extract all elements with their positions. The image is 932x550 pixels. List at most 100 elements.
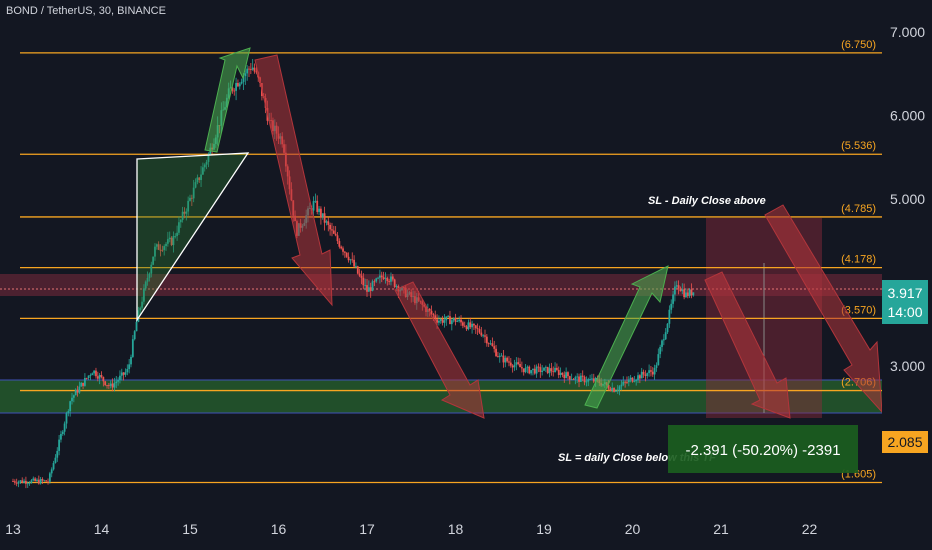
candle-body (438, 320, 440, 323)
candle-body (366, 285, 368, 292)
candle-body (192, 187, 195, 199)
candle-body (25, 480, 27, 484)
candle-body (585, 381, 588, 383)
time-tick-label: 18 (448, 521, 464, 537)
candle-body (115, 381, 118, 384)
candle-body (581, 375, 584, 377)
time-axis[interactable]: 13 14 15 16 17 18 19 20 21 22 (0, 515, 932, 550)
price-axis[interactable]: 7.000 6.000 5.000 3.000 (882, 0, 932, 515)
candle-body (528, 366, 531, 374)
candle-body (72, 395, 75, 398)
candle-body (85, 377, 88, 379)
candle-body (244, 73, 247, 77)
candle-body (377, 277, 379, 279)
fib-retracement[interactable]: (6.750)(5.536)(4.785)(4.178)(3.570)(2.70… (20, 39, 882, 484)
annotation-sl-above: SL - Daily Close above (648, 195, 766, 207)
candle-body (47, 481, 49, 483)
candle-body (325, 221, 328, 223)
candle-body (541, 370, 544, 373)
candle-body (231, 87, 234, 91)
candle-body (251, 67, 254, 70)
candle-body (321, 213, 324, 218)
candle-body (17, 481, 20, 484)
candle-body (190, 197, 193, 199)
measurement-box[interactable]: -2.391 (-50.20%) -2391 (668, 425, 858, 473)
candle-body (207, 154, 210, 162)
candle-body (98, 375, 101, 379)
candle-body (120, 372, 123, 376)
candle-body (493, 346, 496, 349)
fib-level-label: (6.750) (841, 39, 876, 51)
candle-body (461, 322, 464, 326)
candle-body (677, 285, 680, 289)
candle-body (615, 390, 617, 392)
candle-body (520, 367, 523, 369)
candle-body (511, 365, 514, 368)
candle-body (54, 457, 57, 464)
candle-body (141, 301, 143, 308)
candle-body (449, 316, 451, 325)
candle-body (334, 233, 337, 236)
candle-body (473, 323, 475, 326)
candle-body (686, 292, 689, 297)
candle-body (312, 201, 315, 211)
candle-body (137, 310, 140, 322)
candle-body (235, 82, 237, 91)
candle-body (574, 377, 577, 380)
candle-body (432, 314, 435, 316)
candle-body (345, 252, 348, 257)
candle-body (526, 366, 529, 368)
candle-body (679, 288, 682, 292)
symbol-header[interactable]: BOND / TetherUS, 30, BINANCE (6, 5, 166, 17)
candle-body (176, 232, 178, 236)
candle-body (159, 249, 162, 251)
candle-body (439, 319, 442, 321)
candle-body (391, 276, 394, 280)
candle-body (675, 285, 678, 287)
drawing-arrows[interactable] (136, 47, 883, 419)
candle-body (670, 303, 673, 310)
candle-body (441, 319, 444, 323)
candle-body (591, 378, 593, 380)
candle-body (544, 366, 547, 368)
candle-body (478, 329, 481, 333)
candle-body (343, 251, 346, 253)
candle-body (685, 292, 687, 298)
candle-body (648, 370, 650, 374)
fib-level-label: (5.536) (841, 140, 876, 152)
candle-body (640, 371, 643, 379)
candle-body (452, 317, 455, 321)
candle-body (80, 382, 83, 387)
candle-body (533, 368, 536, 374)
candle-body (535, 366, 538, 374)
candle-body (165, 243, 167, 247)
candle-body (249, 69, 252, 70)
price-tick-label: 5.000 (890, 191, 925, 207)
candle-body (174, 235, 177, 237)
candle-body (332, 230, 335, 234)
candle-body (128, 364, 131, 370)
candle-body (148, 273, 151, 278)
candle-body (664, 332, 667, 340)
candle-body (508, 361, 510, 363)
candle-body (506, 357, 509, 362)
candle-body (561, 372, 564, 375)
candle-body (100, 375, 103, 377)
candle-body (384, 278, 387, 279)
candle-body (434, 315, 437, 320)
candle-body (469, 322, 472, 328)
time-tick-label: 19 (536, 521, 552, 537)
candle-body (48, 473, 51, 482)
candle-body (382, 277, 385, 279)
candle-body (318, 208, 320, 212)
candle-body (522, 368, 525, 373)
candle-body (471, 323, 473, 328)
candle-body (367, 287, 370, 292)
candle-body (61, 431, 64, 435)
measurement-label: -2.391 (-50.20%) -2391 (685, 442, 840, 459)
candle-body (253, 67, 256, 72)
candle-body (39, 479, 42, 484)
candle-body (63, 423, 66, 432)
candle-body (559, 372, 562, 376)
